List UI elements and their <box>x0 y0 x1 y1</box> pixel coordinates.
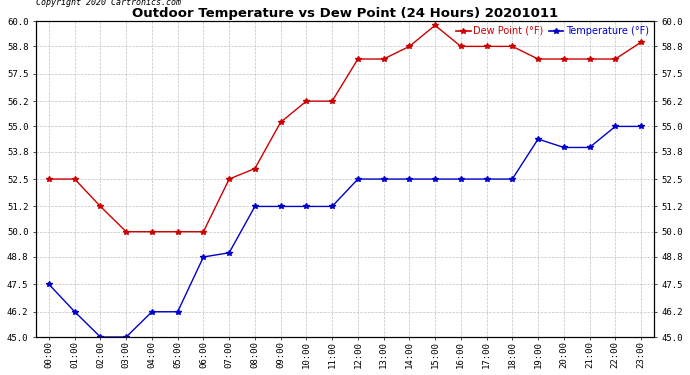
Temperature (°F) <box>457 177 465 182</box>
Temperature (°F) <box>560 145 568 150</box>
Dew Point (°F) <box>148 230 156 234</box>
Temperature (°F) <box>509 177 517 182</box>
Dew Point (°F) <box>199 230 208 234</box>
Temperature (°F) <box>277 204 285 209</box>
Dew Point (°F) <box>354 57 362 61</box>
Dew Point (°F) <box>122 230 130 234</box>
Temperature (°F) <box>250 204 259 209</box>
Dew Point (°F) <box>431 23 440 28</box>
Dew Point (°F) <box>509 44 517 49</box>
Dew Point (°F) <box>534 57 542 61</box>
Dew Point (°F) <box>380 57 388 61</box>
Temperature (°F) <box>328 204 336 209</box>
Dew Point (°F) <box>97 204 105 209</box>
Title: Outdoor Temperature vs Dew Point (24 Hours) 20201011: Outdoor Temperature vs Dew Point (24 Hou… <box>132 7 558 20</box>
Dew Point (°F) <box>277 120 285 124</box>
Temperature (°F) <box>199 255 208 259</box>
Legend: Dew Point (°F), Temperature (°F): Dew Point (°F), Temperature (°F) <box>452 22 653 40</box>
Temperature (°F) <box>637 124 645 129</box>
Line: Temperature (°F): Temperature (°F) <box>46 124 644 340</box>
Temperature (°F) <box>431 177 440 182</box>
Temperature (°F) <box>225 251 233 255</box>
Dew Point (°F) <box>611 57 620 61</box>
Temperature (°F) <box>482 177 491 182</box>
Dew Point (°F) <box>45 177 53 182</box>
Temperature (°F) <box>97 335 105 339</box>
Dew Point (°F) <box>560 57 568 61</box>
Dew Point (°F) <box>250 166 259 171</box>
Temperature (°F) <box>380 177 388 182</box>
Dew Point (°F) <box>405 44 413 49</box>
Temperature (°F) <box>405 177 413 182</box>
Dew Point (°F) <box>482 44 491 49</box>
Dew Point (°F) <box>328 99 336 104</box>
Temperature (°F) <box>302 204 311 209</box>
Temperature (°F) <box>173 309 181 314</box>
Temperature (°F) <box>148 309 156 314</box>
Text: Copyright 2020 Cartronics.com: Copyright 2020 Cartronics.com <box>36 0 181 7</box>
Temperature (°F) <box>354 177 362 182</box>
Dew Point (°F) <box>173 230 181 234</box>
Temperature (°F) <box>585 145 593 150</box>
Dew Point (°F) <box>70 177 79 182</box>
Dew Point (°F) <box>585 57 593 61</box>
Temperature (°F) <box>611 124 620 129</box>
Dew Point (°F) <box>302 99 311 104</box>
Temperature (°F) <box>122 335 130 339</box>
Temperature (°F) <box>70 309 79 314</box>
Dew Point (°F) <box>457 44 465 49</box>
Temperature (°F) <box>45 282 53 286</box>
Temperature (°F) <box>534 137 542 141</box>
Line: Dew Point (°F): Dew Point (°F) <box>46 22 644 234</box>
Dew Point (°F) <box>225 177 233 182</box>
Dew Point (°F) <box>637 40 645 44</box>
